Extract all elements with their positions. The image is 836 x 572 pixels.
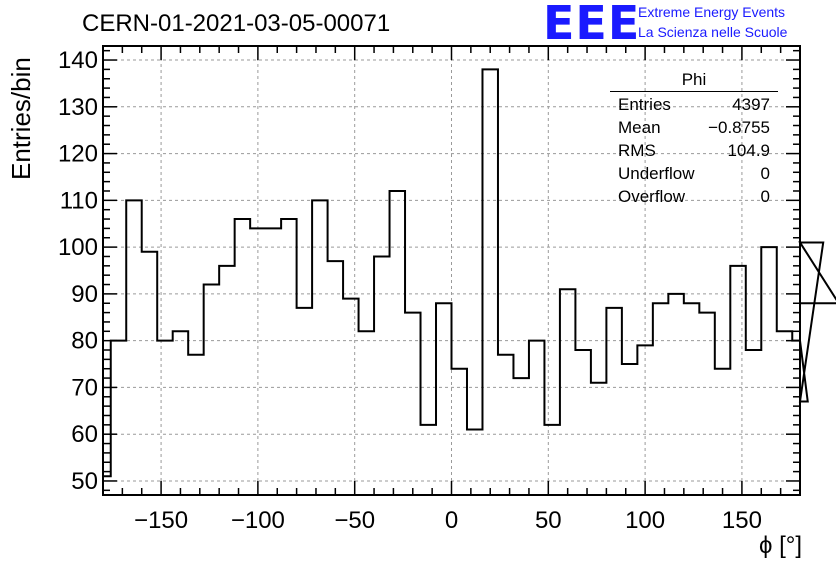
histogram-bin [281,219,296,495]
x-axis-label: ϕ [°] [758,532,802,559]
y-tick-label: 50 [71,468,98,495]
histogram-bin [482,69,497,495]
histogram-bin [452,369,467,495]
histogram-bin [111,341,126,495]
stats-title: Phi [610,70,778,92]
histogram-bin [405,313,420,495]
histogram-bin [436,303,451,495]
histogram-bin [761,247,776,495]
histogram-bin [173,331,188,495]
stats-row-underflow: Underflow 0 [610,162,778,185]
x-tick-label: 100 [625,507,665,534]
stats-value: −0.8755 [708,118,770,137]
histogram-bin [467,430,482,495]
stats-value: 4397 [732,95,770,114]
histogram-bin [188,355,203,495]
x-tick-label: 150 [722,507,762,534]
histogram-bin [622,364,637,495]
stats-row-entries: Entries 4397 [610,93,778,116]
eee-logo-mark: EEE [543,0,641,50]
histogram-bin [266,228,281,495]
logo-line-1: Extreme Energy Events [638,4,786,20]
stats-value: 0 [760,187,770,206]
y-tick-label: 60 [71,421,98,448]
histogram-bin [498,355,513,495]
histogram-bin [219,266,234,495]
histogram-bin [157,341,172,495]
histogram-bin [746,350,761,495]
histogram-bin [684,303,699,495]
y-tick-label: 120 [58,141,98,168]
y-tick-label: 110 [60,187,98,214]
page-title: CERN-01-2021-03-05-00071 [82,10,391,37]
y-tick-label: 90 [71,281,98,308]
stats-value: 0 [760,164,770,183]
x-tick-label: 50 [535,507,562,534]
histogram-bin [297,308,312,495]
histogram-bin [529,341,544,495]
histogram-bin [606,308,621,495]
histogram-bin [126,200,141,495]
histogram-bin [328,261,343,495]
histogram-bin [544,425,559,495]
histogram-bin [312,200,327,495]
stats-label: Mean [618,118,661,137]
x-tick-label: −150 [134,507,188,534]
y-tick-label: 140 [58,47,98,74]
histogram-bin [591,383,606,495]
x-tick-label: −100 [231,507,285,534]
histogram-bin [513,378,528,495]
stats-row-rms: RMS 104.9 [610,139,778,162]
stats-label: Entries [618,95,671,114]
y-tick-label: 80 [71,328,98,355]
histogram-bin [668,294,683,495]
histogram-bin [715,369,730,495]
histogram-bin [142,252,157,495]
histogram-bin [359,331,374,495]
histogram-bin [699,313,714,495]
histogram-bin [560,289,575,495]
histogram-bin [575,350,590,495]
histogram-bin [204,285,219,495]
stats-row-mean: Mean −0.8755 [610,116,778,139]
histogram-bin [730,266,745,495]
histogram-bin [421,425,436,495]
stats-box: Phi Entries 4397 Mean −0.8755 RMS 104.9 … [610,70,778,208]
x-tick-label: 0 [445,507,458,534]
histogram-bin [374,256,389,495]
y-tick-label: 100 [58,234,98,261]
stats-value: 104.9 [727,141,770,160]
histogram-bin [343,299,358,495]
histogram-bin [103,476,111,495]
histogram-bin [637,345,652,495]
eee-logo: EEE Extreme Energy Events La Scienza nel… [543,0,836,50]
histogram-bin [390,191,405,495]
stats-label: RMS [618,141,656,160]
x-tick-label: −50 [334,507,375,534]
y-axis-label: Entries/bin [6,57,36,180]
logo-line-2: La Scienza nelle Scuole [638,24,788,40]
histogram-bin [235,219,250,495]
y-tick-label: 130 [58,94,98,121]
histogram-bin [777,331,792,495]
y-tick-label: 70 [71,374,98,401]
stats-row-overflow: Overflow 0 [610,185,778,208]
histogram-step-line [102,68,836,495]
histogram-bin [250,228,265,495]
stats-label: Overflow [618,187,686,206]
stats-label: Underflow [618,164,695,183]
histogram-bin [653,303,668,495]
